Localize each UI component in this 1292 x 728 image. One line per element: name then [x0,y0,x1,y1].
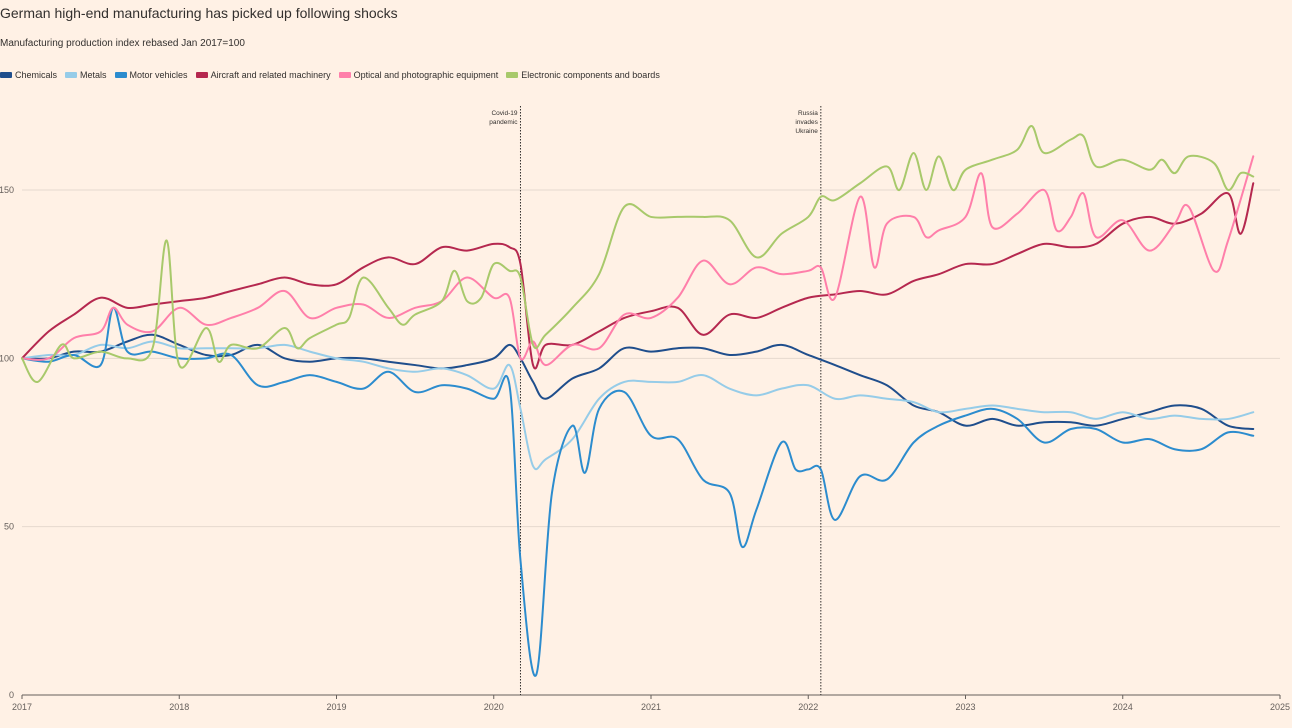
legend-swatch [65,72,78,78]
y-tick-label: 50 [4,522,14,532]
legend-label: Metals [80,70,107,80]
series-line-electronic-components-and-boards [21,125,1255,383]
x-tick-label: 2017 [12,702,32,712]
legend-item: Aircraft and related machinery [195,70,331,80]
x-tick-label: 2023 [955,702,975,712]
annotation-layer: Covid-19 pandemic Russia invades Ukraine [489,106,822,695]
legend-label: Motor vehicles [129,70,188,80]
legend-item: Chemicals [0,70,57,80]
x-tick-label: 2018 [169,702,189,712]
series-line-chemicals [21,333,1255,431]
chart-subtitle: Manufacturing production index rebased J… [0,38,245,49]
legend-swatch [0,72,12,78]
legend-item: Electronic components and boards [506,70,660,80]
chart-legend: Chemicals Metals Motor vehicles Aircraft an… [0,70,660,80]
legend-item: Metals [65,70,107,80]
legend-swatch [195,72,208,78]
y-tick-label: 150 [0,185,14,195]
series-line-aircraft-and-related-machinery [21,182,1255,370]
event-annotation: Covid-19 pandemic [489,110,518,126]
grid-layer: 0 50 100 150 [0,185,1280,700]
y-tick-label: 0 [9,690,14,700]
x-tick-label: 2025 [1270,702,1290,712]
series-line-optical-and-photographic-equipment [21,155,1255,367]
x-tick-label: 2024 [1113,702,1133,712]
legend-label: Optical and photographic equipment [353,70,499,80]
x-tick-label: 2022 [798,702,818,712]
chart-title: German high-end manufacturing has picked… [0,5,398,21]
y-tick-label: 100 [0,353,14,363]
legend-item: Optical and photographic equipment [338,70,499,80]
x-tick-label: 2020 [484,702,504,712]
legend-label: Electronic components and boards [521,70,660,80]
legend-swatch [506,72,519,78]
x-tick-label: 2019 [326,702,346,712]
series-line-metals [21,340,1255,471]
legend-item: Motor vehicles [114,70,188,80]
legend-swatch [114,72,127,78]
series-layer [21,125,1255,677]
series-line-motor-vehicles [21,306,1255,677]
legend-label: Chemicals [15,70,58,80]
axis-layer: 2017 2018 2019 2020 2021 2022 2023 2024 2025 [12,695,1290,712]
x-tick-label: 2021 [641,702,661,712]
legend-label: Aircraft and related machinery [210,70,331,80]
legend-swatch [338,72,351,78]
event-annotation: Russia invades Ukraine [795,110,818,135]
